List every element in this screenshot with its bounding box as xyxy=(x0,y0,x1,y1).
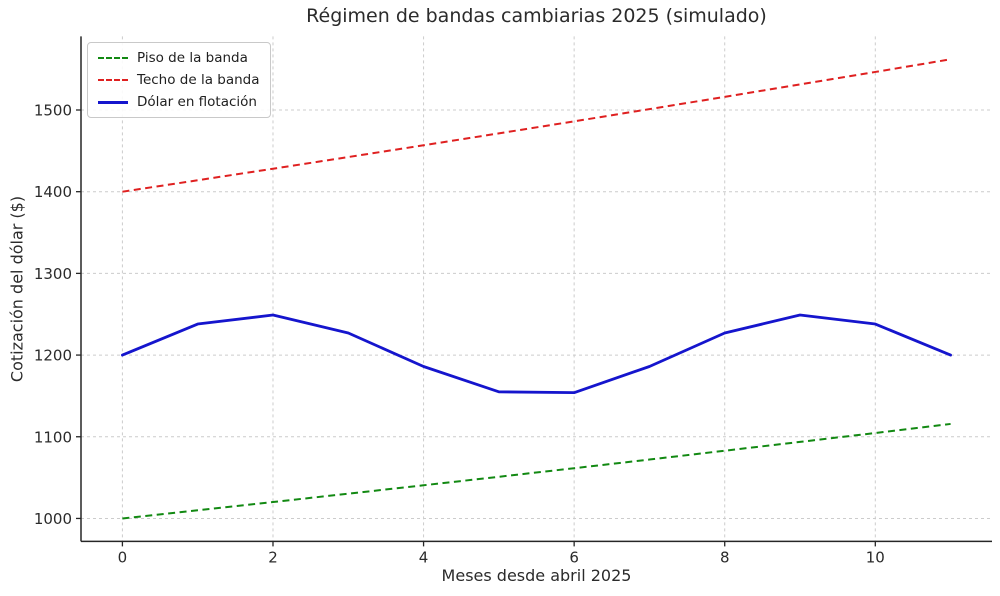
chart-title: Régimen de bandas cambiarias 2025 (simul… xyxy=(306,5,767,27)
y-tick-label: 1000 xyxy=(34,510,72,528)
techo-line-swatch-icon xyxy=(98,79,128,81)
y-tick-label: 1300 xyxy=(34,265,72,283)
series-line-2[interactable] xyxy=(121,313,952,395)
x-tick-label: 4 xyxy=(419,548,429,566)
legend-item-techo[interactable]: Techo de la banda xyxy=(98,72,260,88)
legend-label-dolar: Dólar en flotación xyxy=(137,94,257,110)
series-line-0[interactable] xyxy=(122,422,951,520)
legend-item-dolar[interactable]: Dólar en flotación xyxy=(98,94,260,110)
y-tick-label: 1100 xyxy=(34,428,72,446)
legend-item-piso[interactable]: Piso de la banda xyxy=(98,50,260,66)
x-axis-label: Meses desde abril 2025 xyxy=(441,566,632,585)
x-tick-label: 6 xyxy=(569,548,579,566)
y-tick-label: 1500 xyxy=(34,102,72,120)
piso-line-swatch-icon xyxy=(98,57,128,59)
x-tick-label: 10 xyxy=(866,548,885,566)
series-line-1[interactable] xyxy=(122,58,951,193)
legend: Piso de la banda Techo de la banda Dólar… xyxy=(87,42,271,118)
dolar-line-swatch-icon xyxy=(98,100,128,104)
legend-label-piso: Piso de la banda xyxy=(137,50,248,66)
y-tick-label: 1400 xyxy=(34,183,72,201)
x-tick-label: 2 xyxy=(268,548,278,566)
legend-label-techo: Techo de la banda xyxy=(137,72,260,88)
x-tick-label: 8 xyxy=(720,548,730,566)
x-tick-label: 0 xyxy=(118,548,128,566)
y-tick-label: 1200 xyxy=(34,347,72,365)
